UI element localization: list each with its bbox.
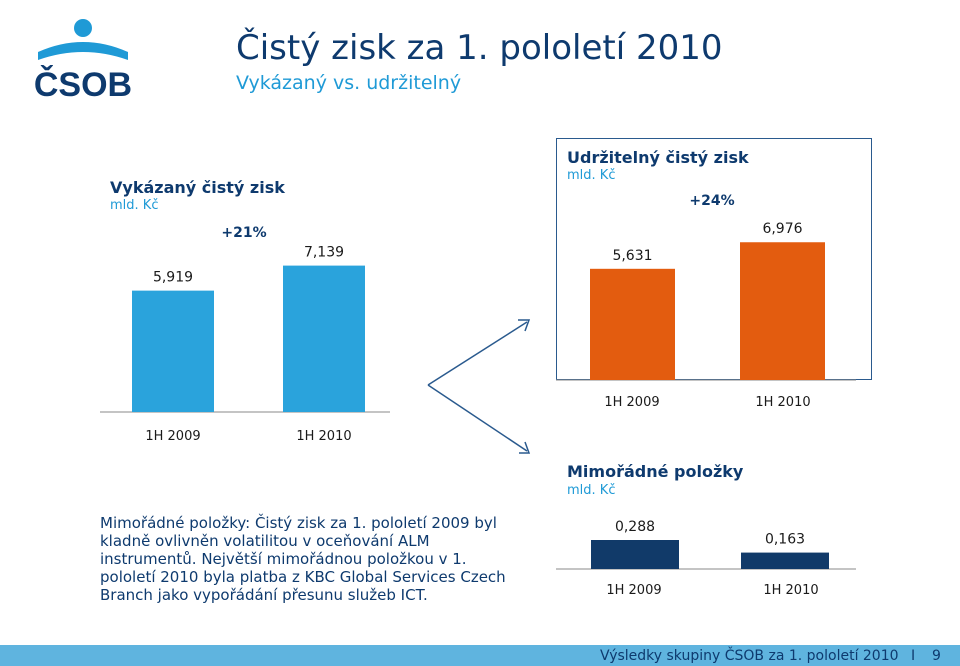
extraordinary-tick-1h2010: 1H 2010 <box>763 583 818 598</box>
sustainable-chart: 5,631 6,976 1H 2009 1H 2010 +24% <box>556 193 856 410</box>
reported-tick-1h2009: 1H 2009 <box>145 429 200 444</box>
extraordinary-bar-1h2009 <box>591 540 679 569</box>
logo-arms-icon <box>38 42 128 60</box>
arrow-head-sustainable-icon <box>518 319 531 332</box>
footer-separator: I <box>911 648 916 664</box>
sustainable-value-1h2009: 5,631 <box>612 248 652 264</box>
sustainable-value-1h2010: 6,976 <box>762 221 802 237</box>
sustainable-tick-1h2010: 1H 2010 <box>755 395 810 410</box>
reported-bar-1h2009 <box>132 290 214 412</box>
reported-value-1h2010: 7,139 <box>304 245 344 261</box>
reported-chart: 5,919 7,139 1H 2009 1H 2010 +21% <box>100 225 390 444</box>
charts-canvas: 5,919 7,139 1H 2009 1H 2010 +21% 5,631 6… <box>100 193 856 598</box>
arrow-to-extraordinary <box>427 384 528 452</box>
footer-bar <box>0 645 960 666</box>
extraordinary-chart: 0,288 0,163 1H 2009 1H 2010 <box>556 519 856 598</box>
reported-tick-1h2010: 1H 2010 <box>296 429 351 444</box>
sustainable-bar-1h2009 <box>590 268 675 380</box>
logo-head-icon <box>74 19 92 37</box>
reported-bar-1h2010 <box>283 265 365 412</box>
arrow-to-sustainable <box>427 321 528 386</box>
reported-chart-title: Vykázaný čistý zisk <box>110 178 285 197</box>
split-arrows <box>427 319 531 454</box>
arrow-head-extraordinary-icon <box>519 441 531 454</box>
reported-growth-label: +21% <box>221 225 266 241</box>
reported-value-1h2009: 5,919 <box>153 270 193 286</box>
extraordinary-value-1h2009: 0,288 <box>615 519 655 535</box>
extraordinary-value-1h2010: 0,163 <box>765 532 805 548</box>
sustainable-chart-title: Udržitelný čistý zisk <box>567 148 749 167</box>
sustainable-tick-1h2009: 1H 2009 <box>604 395 659 410</box>
extraordinary-bar-1h2010 <box>741 552 829 569</box>
csob-logo: ČSOB <box>28 18 138 104</box>
sustainable-growth-label: +24% <box>689 193 734 209</box>
extraordinary-tick-1h2009: 1H 2009 <box>606 583 661 598</box>
extraordinary-chart-title: Mimořádné položky <box>567 462 744 481</box>
page-subtitle: Vykázaný vs. udržitelný <box>236 72 462 94</box>
page-number: 9 <box>932 648 941 664</box>
extraordinary-chart-unit: mld. Kč <box>567 483 616 498</box>
extraordinary-items-note: Mimořádné položky: Čistý zisk za 1. polo… <box>100 514 506 604</box>
sustainable-chart-unit: mld. Kč <box>567 168 616 183</box>
sustainable-bar-1h2010 <box>740 242 825 380</box>
logo-text: ČSOB <box>34 65 132 100</box>
page-title: Čistý zisk za 1. pololetí 2010 <box>236 28 723 68</box>
footer-text: Výsledky skupiny ČSOB za 1. pololetí 201… <box>600 648 899 664</box>
reported-chart-unit: mld. Kč <box>110 198 159 213</box>
